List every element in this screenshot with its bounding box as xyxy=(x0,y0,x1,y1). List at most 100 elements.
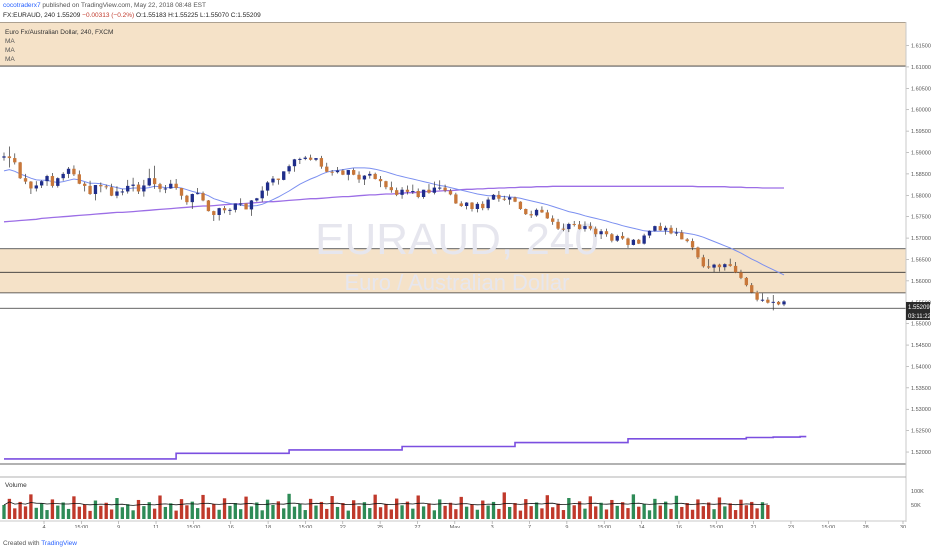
time-tick-label: 15:00 xyxy=(74,525,88,528)
candle-body xyxy=(244,203,248,210)
volume-bar xyxy=(190,501,194,519)
time-tick-label: 15:00 xyxy=(299,525,313,528)
volume-bar xyxy=(88,510,92,519)
volume-bar xyxy=(292,506,297,519)
candle-body xyxy=(653,226,657,231)
volume-bar xyxy=(244,496,248,519)
volume-bar xyxy=(373,494,377,519)
candle-body xyxy=(384,181,388,188)
candle-body xyxy=(163,188,168,190)
tradingview-brand[interactable]: TradingView xyxy=(41,540,77,547)
candle-body xyxy=(610,234,614,241)
candle-body xyxy=(642,235,646,244)
volume-bar xyxy=(265,499,270,519)
time-tick-label: 22 xyxy=(340,525,346,528)
candle-body xyxy=(588,226,593,229)
price-tick-label: 1.55000 xyxy=(911,322,931,328)
volume-bar xyxy=(647,510,652,519)
candle-body xyxy=(201,193,205,201)
volume-bar xyxy=(115,498,119,519)
countdown-box xyxy=(906,311,930,320)
volume-bar xyxy=(400,505,404,519)
candle-body xyxy=(298,158,302,160)
candle-body xyxy=(45,176,49,182)
legend-title: Euro Fx/Australian Dollar, 240, FXCM xyxy=(5,29,113,36)
candle-body xyxy=(470,202,474,209)
candle-body xyxy=(594,228,598,235)
volume-bar xyxy=(357,506,361,519)
author-link[interactable]: cocotraderx7 xyxy=(3,2,41,9)
volume-bar xyxy=(389,509,393,519)
volume-tick-label: 50K xyxy=(911,503,921,509)
volume-bar xyxy=(760,502,765,519)
candle-body xyxy=(529,214,533,216)
candle-body xyxy=(50,176,55,186)
ma-fast-line xyxy=(3,167,785,276)
candle-body xyxy=(217,208,221,215)
candle-body xyxy=(577,224,582,230)
candle-body xyxy=(395,190,399,195)
volume-bar xyxy=(66,508,71,519)
candle-body xyxy=(142,185,146,192)
candle-body xyxy=(669,227,673,234)
candle-body xyxy=(373,173,377,180)
volume-tick-label: 100K xyxy=(911,489,924,495)
published-text: published on TradingView.com, May 22, 20… xyxy=(42,2,206,9)
volume-bar xyxy=(524,499,528,519)
candle-body xyxy=(637,239,641,244)
legend-ma-3: MA xyxy=(5,56,15,63)
candle-body xyxy=(599,231,603,235)
candle-body xyxy=(583,226,587,230)
volume-bar xyxy=(540,508,544,519)
candle-body xyxy=(368,173,372,176)
volume-bar xyxy=(497,508,501,519)
candle-body xyxy=(534,209,539,216)
candle-body xyxy=(723,264,727,268)
price-tick-label: 1.56000 xyxy=(911,279,931,285)
price-tick-label: 1.59500 xyxy=(911,129,931,135)
watermark-symbol: EURAUD, 240 xyxy=(315,215,599,264)
price-tick-label: 1.54500 xyxy=(911,343,931,349)
candle-body xyxy=(459,203,463,206)
candle-body xyxy=(744,277,749,286)
candle-body xyxy=(2,156,6,158)
candle-body xyxy=(518,201,523,209)
candle-body xyxy=(443,187,447,191)
volume-bar xyxy=(755,508,759,519)
volume-label: Volume xyxy=(5,482,27,489)
volume-bar xyxy=(314,505,318,519)
volume-bar xyxy=(653,498,657,519)
zone-1 xyxy=(0,248,906,293)
volume-bar xyxy=(513,503,517,519)
volume-bar xyxy=(416,495,420,519)
volume-bars xyxy=(2,492,770,519)
volume-bar xyxy=(29,494,33,519)
volume-bar xyxy=(464,506,469,519)
candle-body xyxy=(615,235,619,241)
candle-body xyxy=(545,212,549,219)
candle-body xyxy=(701,257,705,267)
volume-bar xyxy=(405,501,410,519)
candle-body xyxy=(411,191,415,193)
volume-bar xyxy=(174,510,178,519)
volume-bar xyxy=(507,506,512,519)
price-chart[interactable]: EURAUD, 240 Euro / Australian Dollar 1.6… xyxy=(0,22,932,528)
volume-bar xyxy=(620,502,625,519)
volume-bar xyxy=(56,505,60,519)
price-tick-label: 1.53000 xyxy=(911,407,931,413)
volume-bar xyxy=(131,510,135,519)
candle-body xyxy=(61,173,65,179)
candle-body xyxy=(115,191,119,196)
candle-body xyxy=(212,211,216,215)
time-tick-label: 16 xyxy=(228,525,234,528)
volume-bar xyxy=(712,509,716,519)
ma-step-line xyxy=(4,435,807,460)
volume-bar xyxy=(362,502,367,519)
volume-bar xyxy=(475,509,480,519)
volume-bar xyxy=(491,501,496,519)
legend-ma-1: MA xyxy=(5,38,15,45)
time-tick-label: 15:00 xyxy=(821,525,835,528)
candle-body xyxy=(540,209,544,213)
candle-body xyxy=(131,184,135,186)
candle-body xyxy=(524,208,528,215)
